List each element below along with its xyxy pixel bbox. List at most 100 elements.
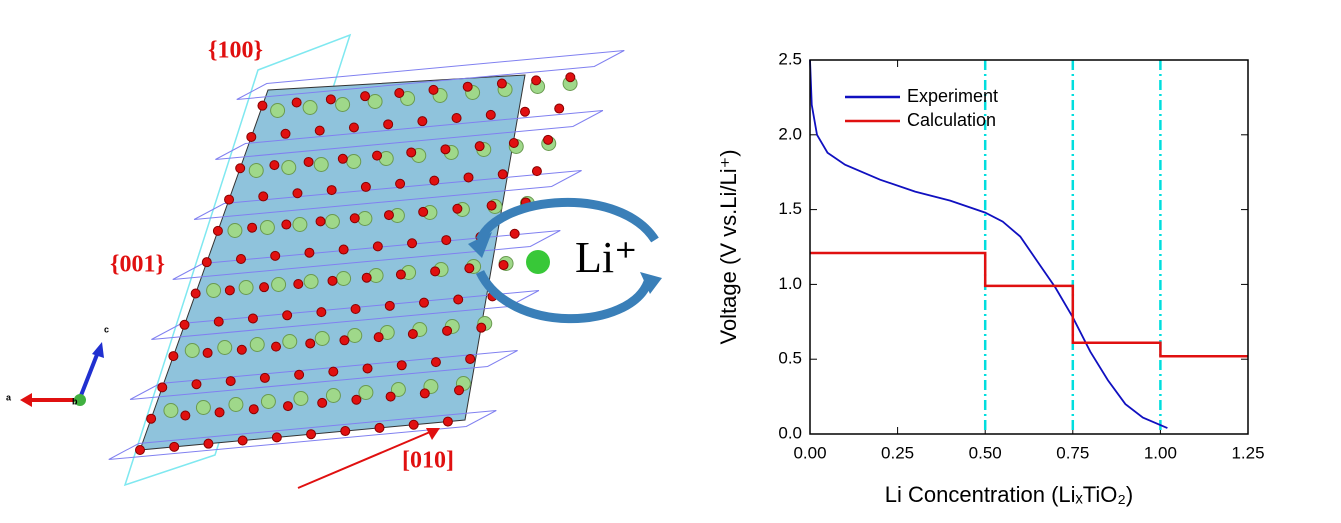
li-atom: [271, 277, 287, 292]
o-atom: [328, 366, 339, 377]
o-atom: [146, 413, 157, 424]
o-atom: [395, 178, 406, 189]
o-atom: [326, 185, 337, 196]
o-atom: [235, 254, 246, 265]
o-atom: [361, 272, 372, 283]
o-atom: [271, 432, 282, 443]
x-tick-label: 1.00: [1144, 443, 1177, 462]
o-atom: [554, 103, 565, 114]
li-atom: [184, 343, 200, 358]
o-atom: [408, 419, 419, 430]
x-tick-label: 0.50: [969, 443, 1002, 462]
o-atom: [486, 200, 497, 211]
o-atom: [317, 397, 328, 408]
o-atom: [339, 335, 350, 346]
x-axis-label: Li Concentration (LiₓTiO₂): [885, 482, 1133, 507]
o-atom: [202, 347, 213, 358]
li-atom: [260, 394, 276, 409]
o-atom: [464, 263, 475, 274]
o-atom: [269, 160, 280, 171]
o-atom: [225, 376, 236, 387]
lattice-plane: [215, 110, 604, 160]
o-atom: [237, 435, 248, 446]
li-atom: [335, 97, 351, 112]
li-atom: [357, 211, 373, 226]
o-atom: [418, 297, 429, 308]
li-atom: [313, 157, 329, 172]
li-atom: [282, 334, 298, 349]
o-atom: [384, 300, 395, 311]
o-atom: [349, 213, 360, 224]
o-atom: [213, 316, 224, 327]
plane-label: {001}: [110, 252, 165, 278]
o-atom: [372, 150, 383, 161]
o-atom: [236, 344, 247, 355]
plot-frame: [809, 59, 1249, 435]
x-tick-label: 0.75: [1056, 443, 1089, 462]
o-atom: [442, 416, 453, 427]
o-atom: [325, 94, 336, 105]
x-tick-label: 0.25: [881, 443, 914, 462]
li-atom: [281, 160, 297, 175]
o-atom: [430, 357, 441, 368]
li-atom: [346, 154, 362, 169]
o-atom: [168, 351, 179, 362]
o-atom: [509, 228, 520, 239]
o-atom: [190, 288, 201, 299]
o-atom: [327, 275, 338, 286]
li-atom: [217, 340, 233, 355]
o-atom: [543, 134, 554, 145]
o-atom: [257, 100, 268, 111]
li-atom: [293, 391, 309, 406]
o-atom: [248, 404, 259, 415]
lattice-plane: [151, 290, 540, 340]
o-atom: [429, 175, 440, 186]
o-atom: [180, 410, 191, 421]
o-atom: [135, 445, 145, 455]
o-atom: [465, 353, 476, 364]
o-atom: [282, 401, 293, 412]
o-atom: [270, 250, 281, 261]
li-atom: [270, 103, 286, 118]
o-atom: [214, 407, 225, 418]
lattice-plane: [236, 50, 625, 100]
o-atom: [407, 238, 418, 249]
y-tick-label: 1.0: [778, 274, 802, 293]
axis-label: b: [72, 396, 78, 406]
y-tick-label: 2.0: [778, 124, 802, 143]
lattice-plane: [172, 230, 561, 280]
li-atom: [347, 328, 363, 343]
lattice-plane: [129, 350, 518, 400]
axes-triad: [20, 342, 104, 407]
o-atom: [452, 203, 463, 214]
o-atom: [418, 206, 429, 217]
o-atom: [338, 244, 349, 255]
o-atom: [396, 360, 407, 371]
li-atom: [325, 388, 341, 403]
direction-label: [010]: [402, 448, 454, 474]
o-atom: [201, 257, 212, 268]
direction-arrow: [297, 428, 440, 489]
slab: [139, 74, 526, 451]
o-atom: [157, 382, 168, 393]
li-atom: [195, 400, 211, 415]
o-atom: [441, 235, 452, 246]
axis-label: a: [6, 392, 12, 402]
crystal-structure: [108, 33, 625, 487]
o-atom: [304, 247, 315, 258]
y-axis-label: Voltage (V vs.Li/Li⁺): [716, 149, 741, 344]
o-atom: [531, 166, 542, 177]
o-atom: [351, 394, 362, 405]
li-atom: [314, 331, 330, 346]
o-atom: [417, 116, 428, 127]
o-atom: [440, 144, 451, 155]
o-atom: [373, 332, 384, 343]
o-atom: [531, 75, 542, 86]
o-atom: [203, 438, 214, 449]
legend-label: Calculation: [907, 110, 996, 130]
o-atom: [451, 113, 462, 124]
o-atom: [350, 303, 361, 314]
o-atom: [348, 122, 359, 133]
o-atom: [385, 391, 396, 402]
